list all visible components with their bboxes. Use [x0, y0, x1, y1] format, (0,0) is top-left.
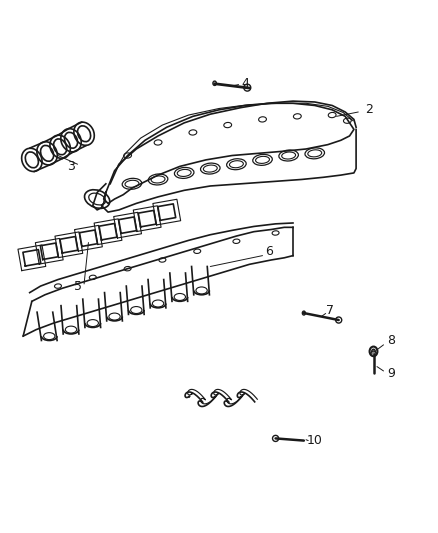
- Text: 3: 3: [67, 160, 75, 173]
- Text: 10: 10: [307, 434, 323, 447]
- Ellipse shape: [371, 351, 376, 356]
- Text: 5: 5: [74, 280, 81, 293]
- Text: 8: 8: [387, 334, 395, 347]
- Text: 7: 7: [326, 303, 334, 317]
- Ellipse shape: [370, 346, 378, 356]
- Text: 9: 9: [387, 367, 395, 379]
- Text: 2: 2: [365, 103, 373, 116]
- Text: 4: 4: [241, 77, 249, 90]
- Text: 6: 6: [265, 245, 273, 258]
